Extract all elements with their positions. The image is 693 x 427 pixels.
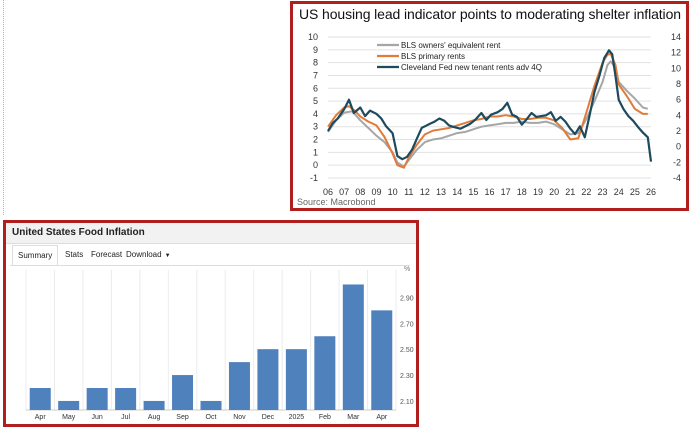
x-tick-label: 11 — [404, 187, 413, 197]
panel-header: United States Food Inflation — [6, 223, 416, 244]
right-tick-label: 2 — [676, 126, 681, 136]
right-tick-label: -4 — [673, 173, 681, 183]
y-tick-label: 2.50 — [400, 347, 414, 354]
x-tick-label: 09 — [371, 187, 381, 197]
x-tick-label: 23 — [598, 187, 608, 197]
x-tick-label: 25 — [630, 187, 640, 197]
x-tick-label: 07 — [339, 187, 349, 197]
right-tick-label: 12 — [671, 48, 681, 58]
left-tick-label: 2 — [313, 135, 318, 145]
bar — [371, 310, 393, 410]
tab-download[interactable]: Download ▼ — [121, 245, 176, 264]
panel-title: United States Food Inflation — [12, 227, 145, 238]
bar — [257, 349, 279, 410]
tab-summary-label: Summary — [18, 251, 53, 260]
x-tick-label: Nov — [233, 414, 246, 421]
tab-forecast-label: Forecast — [91, 250, 123, 259]
x-tick-label: 18 — [517, 187, 527, 197]
x-tick-label: Oct — [206, 414, 217, 421]
x-tick-label: Feb — [319, 414, 331, 421]
right-tick-label: 14 — [671, 32, 681, 42]
chart-source: Source: Macrobond — [297, 197, 376, 207]
y-tick-label: 2.10 — [400, 399, 414, 406]
x-tick-label: Aug — [148, 414, 161, 421]
y-tick-label: 2.70 — [400, 321, 414, 328]
x-tick-label: Dec — [262, 414, 275, 421]
left-tick-label: 4 — [313, 109, 318, 119]
x-tick-label: Jun — [92, 414, 103, 421]
left-tick-label: 1 — [313, 147, 318, 157]
left-tick-label: 5 — [313, 96, 318, 106]
left-tick-label: 3 — [313, 122, 318, 132]
x-tick-label: 14 — [452, 187, 462, 197]
left-tick-label: 6 — [313, 83, 318, 93]
x-tick-label: 20 — [549, 187, 559, 197]
x-tick-label: 13 — [436, 187, 446, 197]
legend-label: Cleveland Fed new tenant rents adv 4Q — [401, 63, 542, 72]
x-tick-label: Jul — [121, 414, 130, 421]
left-tick-label: 0 — [313, 160, 318, 170]
food-inflation-panel: United States Food Inflation Summary Sta… — [3, 220, 419, 427]
bar — [285, 349, 307, 410]
x-tick-label: 08 — [355, 187, 365, 197]
bar — [172, 375, 194, 410]
x-tick-label: 10 — [388, 187, 398, 197]
series-line — [327, 60, 649, 168]
x-tick-label: 19 — [533, 187, 543, 197]
bar — [314, 336, 336, 410]
left-tick-label: 9 — [313, 45, 318, 55]
left-tick-label: 7 — [313, 70, 318, 80]
right-tick-label: 4 — [676, 110, 681, 120]
right-tick-label: 8 — [676, 79, 681, 89]
x-tick-label: 06 — [323, 187, 333, 197]
tab-stats-label: Stats — [65, 250, 84, 259]
x-tick-label: 2025 — [289, 414, 305, 421]
bar — [143, 400, 165, 410]
tab-forecast[interactable]: Forecast — [86, 245, 127, 264]
left-tick-label: 8 — [313, 58, 318, 68]
x-tick-label: Mar — [347, 414, 360, 421]
legend-label: BLS primary rents — [401, 52, 465, 61]
tab-download-label: Download — [126, 250, 162, 259]
x-tick-label: 16 — [484, 187, 494, 197]
guide-line — [3, 0, 4, 215]
x-tick-label: Sep — [176, 414, 189, 421]
bar — [200, 400, 222, 410]
x-tick-label: May — [62, 414, 76, 421]
right-tick-label: 0 — [676, 142, 681, 152]
x-tick-label: 22 — [581, 187, 591, 197]
chevron-down-icon: ▼ — [164, 253, 171, 259]
left-tick-label: -1 — [310, 173, 318, 183]
right-tick-label: -2 — [673, 157, 681, 167]
x-tick-label: 15 — [468, 187, 478, 197]
bar — [86, 388, 108, 410]
series-line — [327, 49, 653, 162]
y-tick-label: 2.90 — [400, 295, 414, 302]
bar — [342, 284, 364, 410]
housing-chart-panel: -1 0 1 2 3 4 5 6 7 8 9 10 -4 -2 0 2 4 6 8 10 12 14 06 07 08 09 10 1… — [290, 1, 689, 211]
right-tick-label: 10 — [671, 63, 681, 73]
tab-divider — [10, 265, 410, 266]
bar — [58, 400, 80, 410]
left-tick-label: 10 — [308, 32, 318, 42]
x-tick-label: 21 — [565, 187, 575, 197]
x-tick-label: 12 — [420, 187, 430, 197]
legend-label: BLS owners' equivalent rent — [401, 41, 501, 50]
right-tick-label: 6 — [676, 95, 681, 105]
x-tick-label: Apr — [376, 414, 388, 421]
bar — [228, 362, 250, 410]
x-tick-label: 26 — [646, 187, 656, 197]
tab-stats[interactable]: Stats — [60, 245, 88, 264]
unit-label: % — [404, 266, 410, 273]
food-inflation-svg: 2.10 2.30 2.50 2.70 2.90% Apr May Jun Jul Aug Sep O… — [25, 266, 414, 421]
chart-title: US housing lead indicator points to mode… — [299, 6, 681, 22]
bar — [115, 388, 137, 410]
x-tick-label: Apr — [35, 414, 47, 421]
y-tick-label: 2.30 — [400, 373, 414, 380]
x-tick-label: 17 — [501, 187, 511, 197]
x-tick-label: 24 — [614, 187, 624, 197]
bar — [29, 388, 51, 410]
